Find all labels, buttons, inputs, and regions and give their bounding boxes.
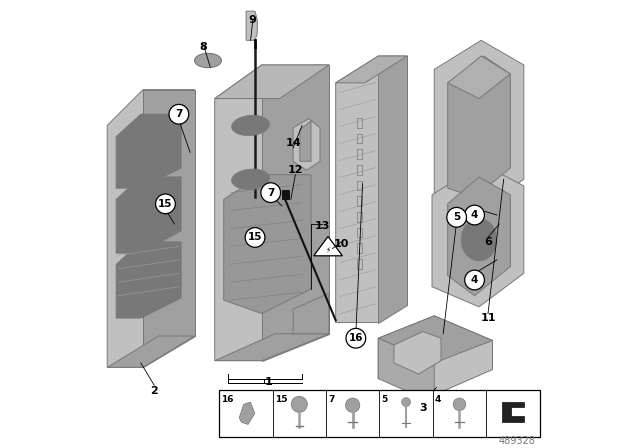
Polygon shape (335, 56, 407, 83)
Polygon shape (214, 65, 329, 99)
Circle shape (447, 207, 467, 227)
Text: 8: 8 (200, 42, 207, 52)
Polygon shape (116, 114, 181, 188)
Circle shape (156, 194, 175, 214)
Polygon shape (448, 56, 511, 197)
Polygon shape (214, 334, 329, 361)
Polygon shape (335, 56, 407, 323)
Text: 15: 15 (275, 395, 287, 404)
Circle shape (401, 398, 410, 407)
Bar (356, 181, 362, 190)
Text: 1: 1 (264, 377, 273, 387)
Polygon shape (378, 316, 493, 363)
Bar (356, 212, 362, 222)
Circle shape (291, 396, 307, 412)
Bar (356, 149, 362, 159)
Polygon shape (116, 242, 181, 318)
Circle shape (169, 104, 189, 124)
Bar (356, 196, 362, 206)
Text: 3: 3 (419, 403, 427, 413)
Circle shape (453, 398, 466, 410)
Polygon shape (116, 177, 181, 253)
Polygon shape (293, 293, 329, 334)
Text: 11: 11 (480, 313, 496, 323)
Text: 15: 15 (248, 233, 262, 242)
Polygon shape (293, 119, 320, 170)
Polygon shape (300, 121, 311, 161)
Polygon shape (394, 332, 441, 374)
Text: 2: 2 (150, 386, 158, 396)
Ellipse shape (232, 169, 269, 190)
Text: 9: 9 (249, 15, 257, 25)
Text: 4: 4 (435, 395, 442, 404)
Polygon shape (378, 56, 407, 323)
Ellipse shape (195, 53, 221, 68)
Text: 16: 16 (221, 395, 234, 404)
Text: 10: 10 (333, 239, 349, 249)
Polygon shape (435, 40, 524, 211)
Circle shape (465, 270, 484, 290)
Text: 15: 15 (158, 199, 173, 209)
Polygon shape (448, 56, 511, 99)
Bar (356, 243, 362, 253)
Polygon shape (262, 65, 329, 361)
Bar (356, 165, 362, 175)
Bar (356, 259, 362, 269)
Bar (356, 228, 362, 237)
Text: 4: 4 (471, 275, 478, 285)
Circle shape (465, 205, 484, 225)
Text: 7: 7 (267, 188, 275, 198)
Polygon shape (107, 336, 195, 367)
Ellipse shape (461, 218, 497, 261)
Ellipse shape (232, 115, 269, 136)
Polygon shape (432, 164, 524, 307)
Text: 13: 13 (314, 221, 330, 231)
Circle shape (261, 183, 280, 202)
Polygon shape (282, 190, 289, 199)
Text: 7: 7 (175, 109, 182, 119)
Polygon shape (214, 65, 329, 361)
Text: 14: 14 (285, 138, 301, 148)
Bar (219, 390, 540, 437)
Polygon shape (314, 237, 342, 256)
Polygon shape (223, 175, 311, 314)
Polygon shape (239, 402, 255, 425)
Text: 4: 4 (471, 210, 478, 220)
Circle shape (346, 398, 360, 412)
Polygon shape (143, 90, 195, 367)
Text: 6: 6 (484, 237, 492, 247)
Polygon shape (378, 316, 493, 392)
Bar (356, 118, 362, 128)
Polygon shape (107, 90, 195, 367)
Text: 16: 16 (349, 333, 363, 343)
Text: 7: 7 (328, 395, 335, 404)
Polygon shape (448, 177, 511, 296)
Text: 5: 5 (381, 395, 388, 404)
Circle shape (346, 328, 365, 348)
Polygon shape (246, 11, 257, 40)
Text: ⚡: ⚡ (325, 245, 331, 254)
Circle shape (245, 228, 265, 247)
Text: 12: 12 (287, 165, 303, 175)
Text: 489328: 489328 (498, 436, 535, 446)
Polygon shape (502, 402, 524, 422)
Polygon shape (378, 338, 435, 403)
Text: 5: 5 (453, 212, 460, 222)
Bar (356, 134, 362, 143)
